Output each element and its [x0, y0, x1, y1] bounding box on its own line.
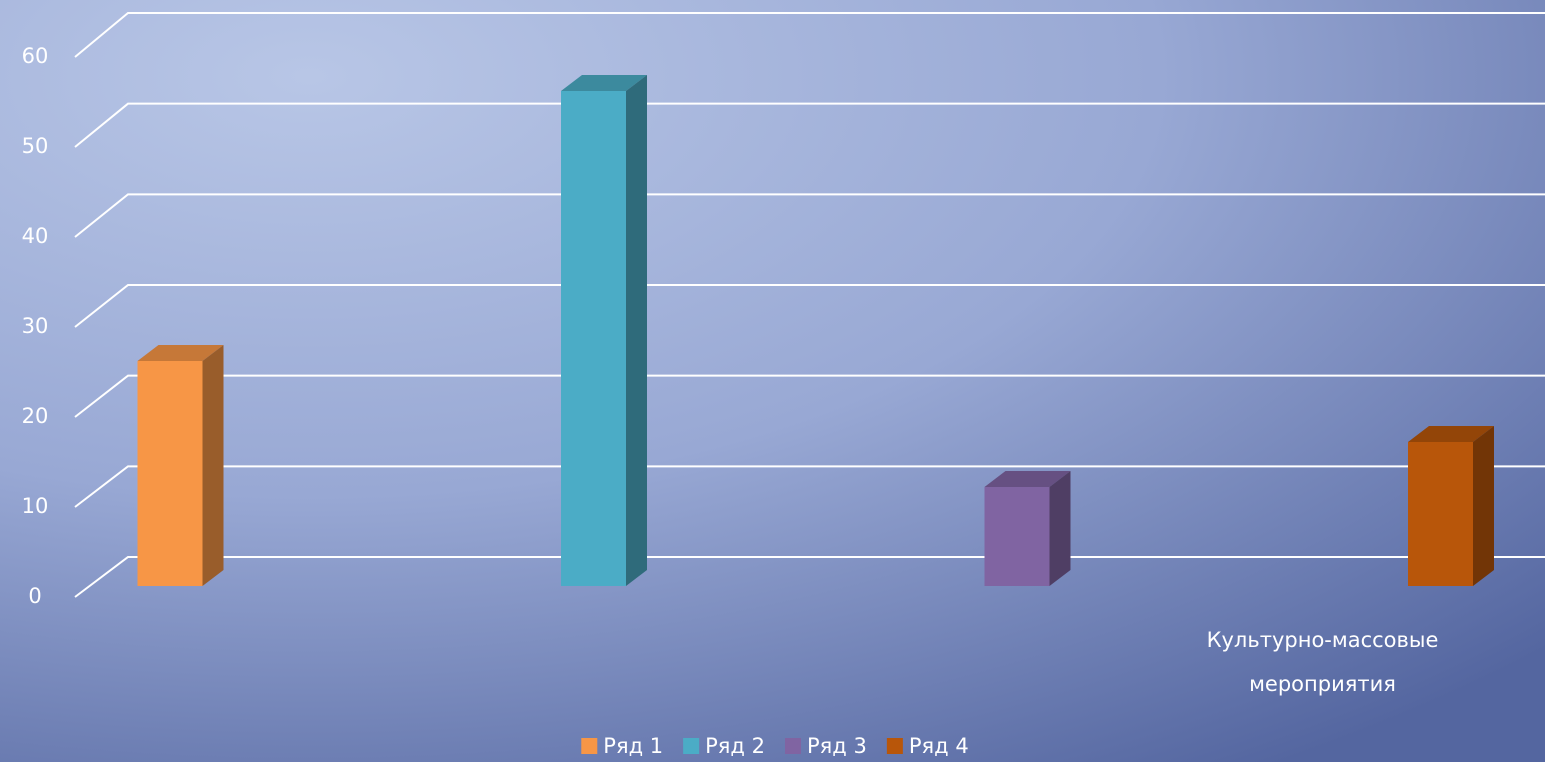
legend-swatch	[886, 738, 903, 754]
x-tick-label-line: мероприятия	[1249, 672, 1396, 696]
y-tick-label: 50	[22, 134, 49, 158]
bar-front	[137, 361, 203, 586]
y-tick-label: 0	[28, 584, 41, 608]
bar-side	[1049, 471, 1071, 586]
y-tick-label: 40	[22, 224, 49, 248]
grid-line	[74, 12, 1545, 58]
legend-swatch	[581, 738, 598, 754]
bar-top	[1408, 426, 1494, 442]
legend-label: Ряд 2	[705, 734, 765, 758]
y-tick-label: 30	[22, 314, 49, 338]
legend-label: Ряд 3	[807, 734, 867, 758]
bar-top	[137, 345, 224, 361]
grid-line	[74, 374, 1545, 418]
y-tick-label: 20	[22, 404, 49, 428]
legend: Ряд 1 Ряд 2 Ряд 3 Ряд 4	[581, 734, 969, 758]
legend-swatch	[785, 738, 801, 754]
legend-label: Ряд 4	[909, 734, 969, 758]
bar-front	[1408, 442, 1473, 586]
legend-label: Ряд 1	[603, 734, 663, 758]
grid-line	[74, 284, 1545, 328]
x-tick-label: Культурно-массовые мероприятия	[1207, 628, 1439, 696]
bar	[984, 471, 1071, 586]
bar-side	[202, 345, 224, 586]
bar-front	[561, 91, 626, 586]
grid-line	[74, 102, 1545, 148]
y-tick-label: 60	[22, 44, 49, 68]
legend-swatch	[683, 738, 700, 754]
bar-side	[1473, 426, 1494, 586]
bar-top	[984, 471, 1071, 487]
bar	[137, 345, 224, 586]
y-tick-label: 10	[22, 494, 49, 518]
bar	[1408, 426, 1494, 586]
bar-front	[984, 487, 1050, 586]
bar-side	[626, 75, 647, 586]
bar	[561, 75, 647, 586]
grid-line	[74, 193, 1545, 238]
bar-top	[561, 75, 647, 91]
x-tick-label-line: Культурно-массовые	[1207, 628, 1439, 652]
grid-line	[74, 465, 1545, 508]
grid-line	[74, 556, 1545, 598]
